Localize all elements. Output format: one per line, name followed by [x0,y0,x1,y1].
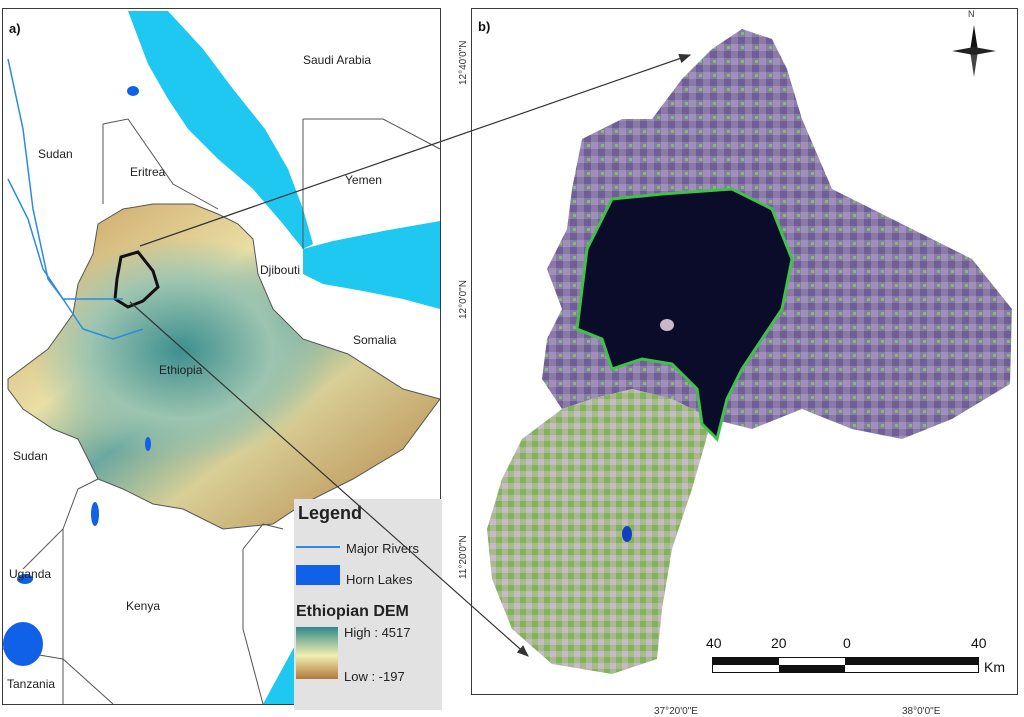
basin-imagery-svg [487,29,1012,674]
gulf-of-aden [303,221,440,309]
legend-dem-high: High : 4517 [344,625,411,640]
lat-label-1: 12°40'0"N [458,40,469,86]
scale-unit: Km [984,659,1005,675]
north-arrow-icon [952,25,996,77]
label-ethiopia: Ethiopia [159,363,203,377]
lake-swatch [296,565,340,585]
map-legend: Legend Major Rivers Horn Lakes Ethiopian… [294,499,442,710]
regional-map-panel: a) Saudi Arabia Sudan Eritrea Yemen Djib… [2,8,442,710]
lake-island [660,319,674,331]
lon-label-2: 38°0'0"E [902,706,941,717]
label-somalia: Somalia [353,333,397,347]
lat-label-3: 11°20'0"N [458,535,469,579]
scale-tick-1: 40 [706,635,722,651]
scale-bar [712,657,979,673]
north-label: N [968,9,975,19]
legend-title: Legend [298,503,363,523]
scale-tick-2: 20 [771,635,787,651]
lat-label-2: 12°0'0"N [458,280,469,319]
study-area-outline [113,250,160,309]
basin-south [487,389,712,674]
label-tanzania: Tanzania [7,677,56,691]
legend-dem-low: Low : -197 [344,669,405,684]
label-yemen: Yemen [345,173,382,187]
label-uganda: Uganda [9,567,52,581]
lon-label-1: 37°20'0"E [654,706,698,717]
legend-dem-title: Ethiopian DEM [296,603,409,620]
scale-tick-4: 40 [971,635,987,651]
label-saudi-arabia: Saudi Arabia [303,53,372,67]
label-kenya: Kenya [126,599,161,613]
basin-imagery-panel: b) N 12°40'0"N 12°0'0"N 11°20'0"N 40 20 … [458,8,1018,695]
label-sudan-south: Sudan [13,449,48,463]
small-lake [622,526,632,542]
legend-lakes: Horn Lakes [346,572,413,587]
legend-rivers: Major Rivers [346,541,419,556]
dem-ramp [296,627,338,679]
legend-swatches [296,546,340,585]
label-eritrea: Eritrea [130,165,166,179]
panel-a-label: a) [9,21,21,36]
label-djibouti: Djibouti [260,263,301,277]
lake-tana [575,187,794,442]
label-sudan-north: Sudan [38,147,73,161]
panel-b-label: b) [478,19,491,34]
scale-tick-3: 0 [843,635,851,651]
